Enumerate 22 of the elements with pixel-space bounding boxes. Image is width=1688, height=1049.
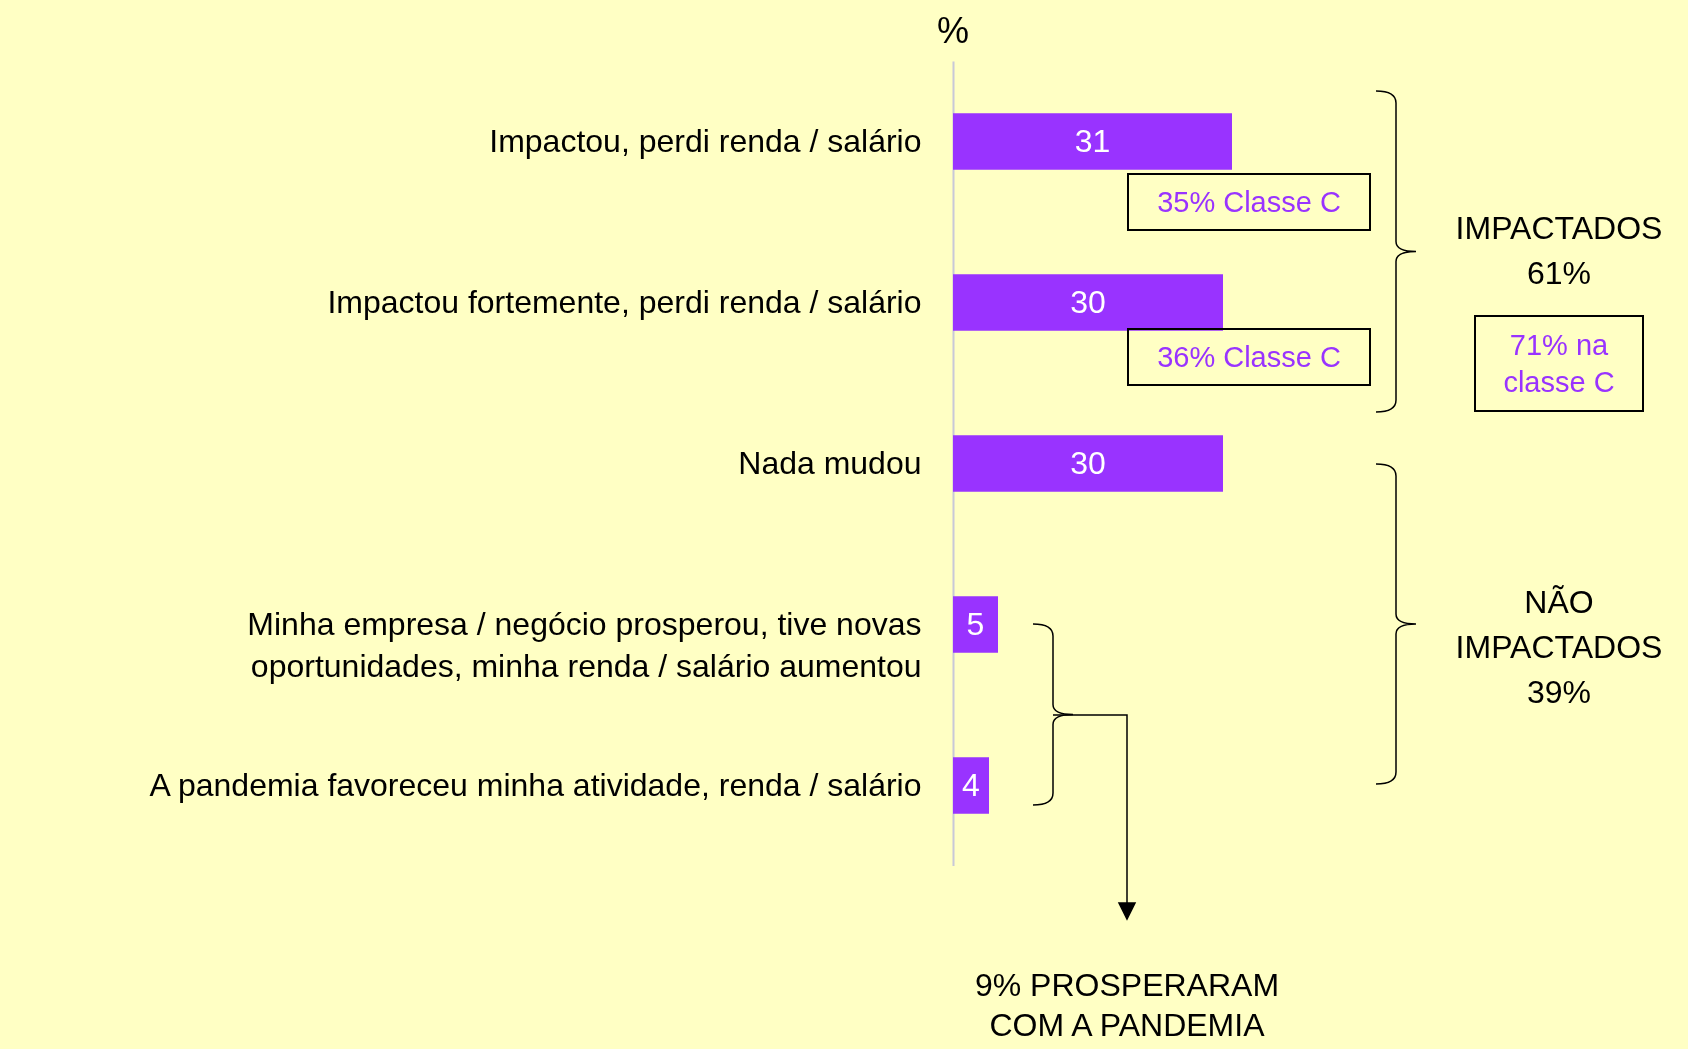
data-label: 4 [962, 766, 980, 803]
data-label: 5 [966, 605, 985, 642]
bar [953, 596, 998, 653]
text: 9% PROSPERARAM COM A PANDEMIA [973, 966, 1281, 1045]
chart-title: % [936, 9, 970, 53]
bar [953, 113, 1232, 170]
bar [953, 274, 1223, 331]
bar [953, 757, 989, 814]
data-label: 30 [1070, 283, 1106, 320]
text: NÃO IMPACTADOS 39% [1454, 583, 1664, 712]
text: 71% na classe C [1474, 315, 1644, 412]
data-label: 30 [1070, 444, 1106, 481]
y-tick-label: Impactou fortemente, perdi renda / salário [327, 283, 922, 320]
y-tick-label: Nada mudou [738, 444, 922, 481]
y-tick-label: A pandemia favoreceu minha atividade, renda / salário [149, 766, 922, 803]
annotation: 36% Classe C [1127, 328, 1371, 386]
y-tick-label: Impactou, perdi renda / salário [489, 122, 922, 159]
text: IMPACTADOS 61% [1454, 209, 1664, 293]
bar [953, 435, 1223, 492]
y-tick-label: Minha empresa / negócio prosperou, tive novas oportunidades, minha renda / salário aumentou [247, 605, 922, 684]
annotation: 35% Classe C [1127, 173, 1371, 231]
data-label: 31 [1074, 122, 1111, 159]
